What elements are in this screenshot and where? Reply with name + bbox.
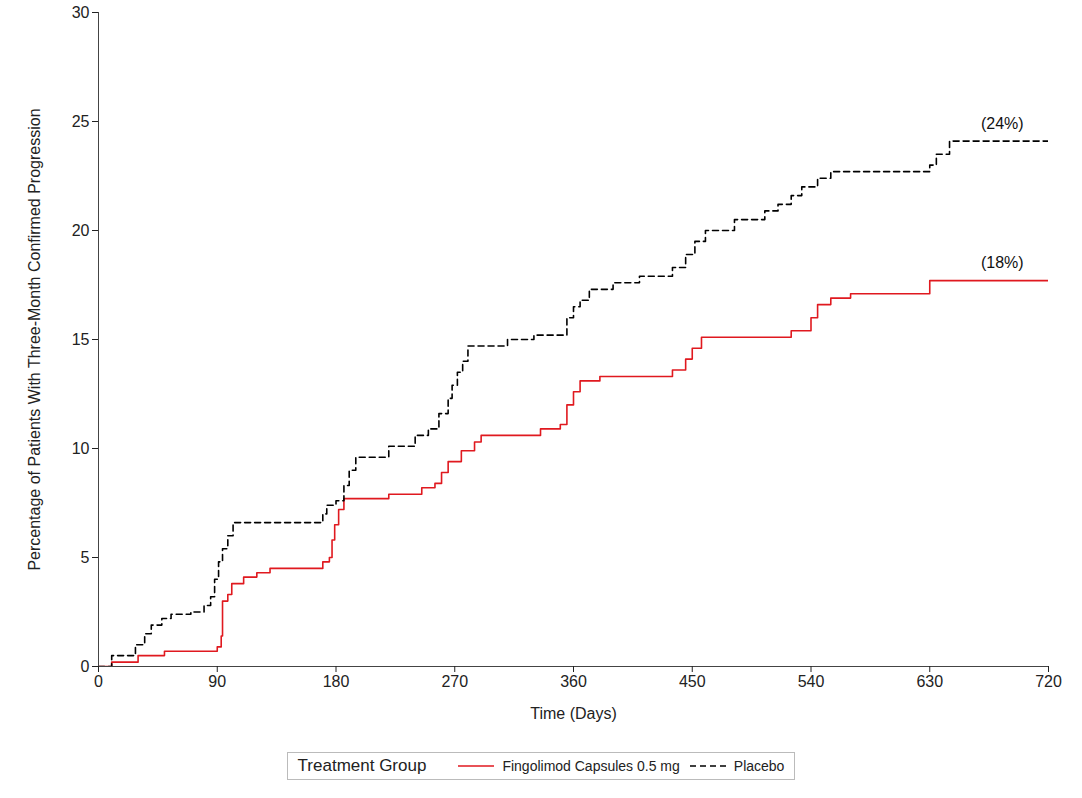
html-text:Treatment Group: Treatment Group — [297, 756, 427, 775]
svg-text:30: 30 — [72, 4, 90, 21]
svg-text:450: 450 — [679, 673, 706, 690]
svg-text:20: 20 — [72, 222, 90, 239]
svg-text:90: 90 — [208, 673, 226, 690]
svg-text:720: 720 — [1035, 673, 1062, 690]
html-text:Placebo: Placebo — [733, 758, 785, 774]
svg-text:15: 15 — [72, 331, 90, 348]
svg-text:0: 0 — [94, 673, 103, 690]
svg-text:Percentage of Patients With Th: Percentage of Patients With Three-Month … — [26, 108, 43, 570]
svg-text:360: 360 — [560, 673, 587, 690]
svg-text:(24%): (24%) — [981, 115, 1024, 132]
html-text:Fingolimod Capsules 0.5 mg: Fingolimod Capsules 0.5 mg — [502, 758, 680, 774]
svg-text:630: 630 — [916, 673, 943, 690]
svg-text:Time (Days): Time (Days) — [530, 705, 617, 722]
svg-text:270: 270 — [441, 673, 468, 690]
svg-text:5: 5 — [81, 549, 90, 566]
svg-text:0: 0 — [81, 658, 90, 675]
svg-text:25: 25 — [72, 113, 90, 130]
svg-text:10: 10 — [72, 440, 90, 457]
svg-text:180: 180 — [323, 673, 350, 690]
svg-text:540: 540 — [798, 673, 825, 690]
svg-text:(18%): (18%) — [981, 254, 1024, 271]
